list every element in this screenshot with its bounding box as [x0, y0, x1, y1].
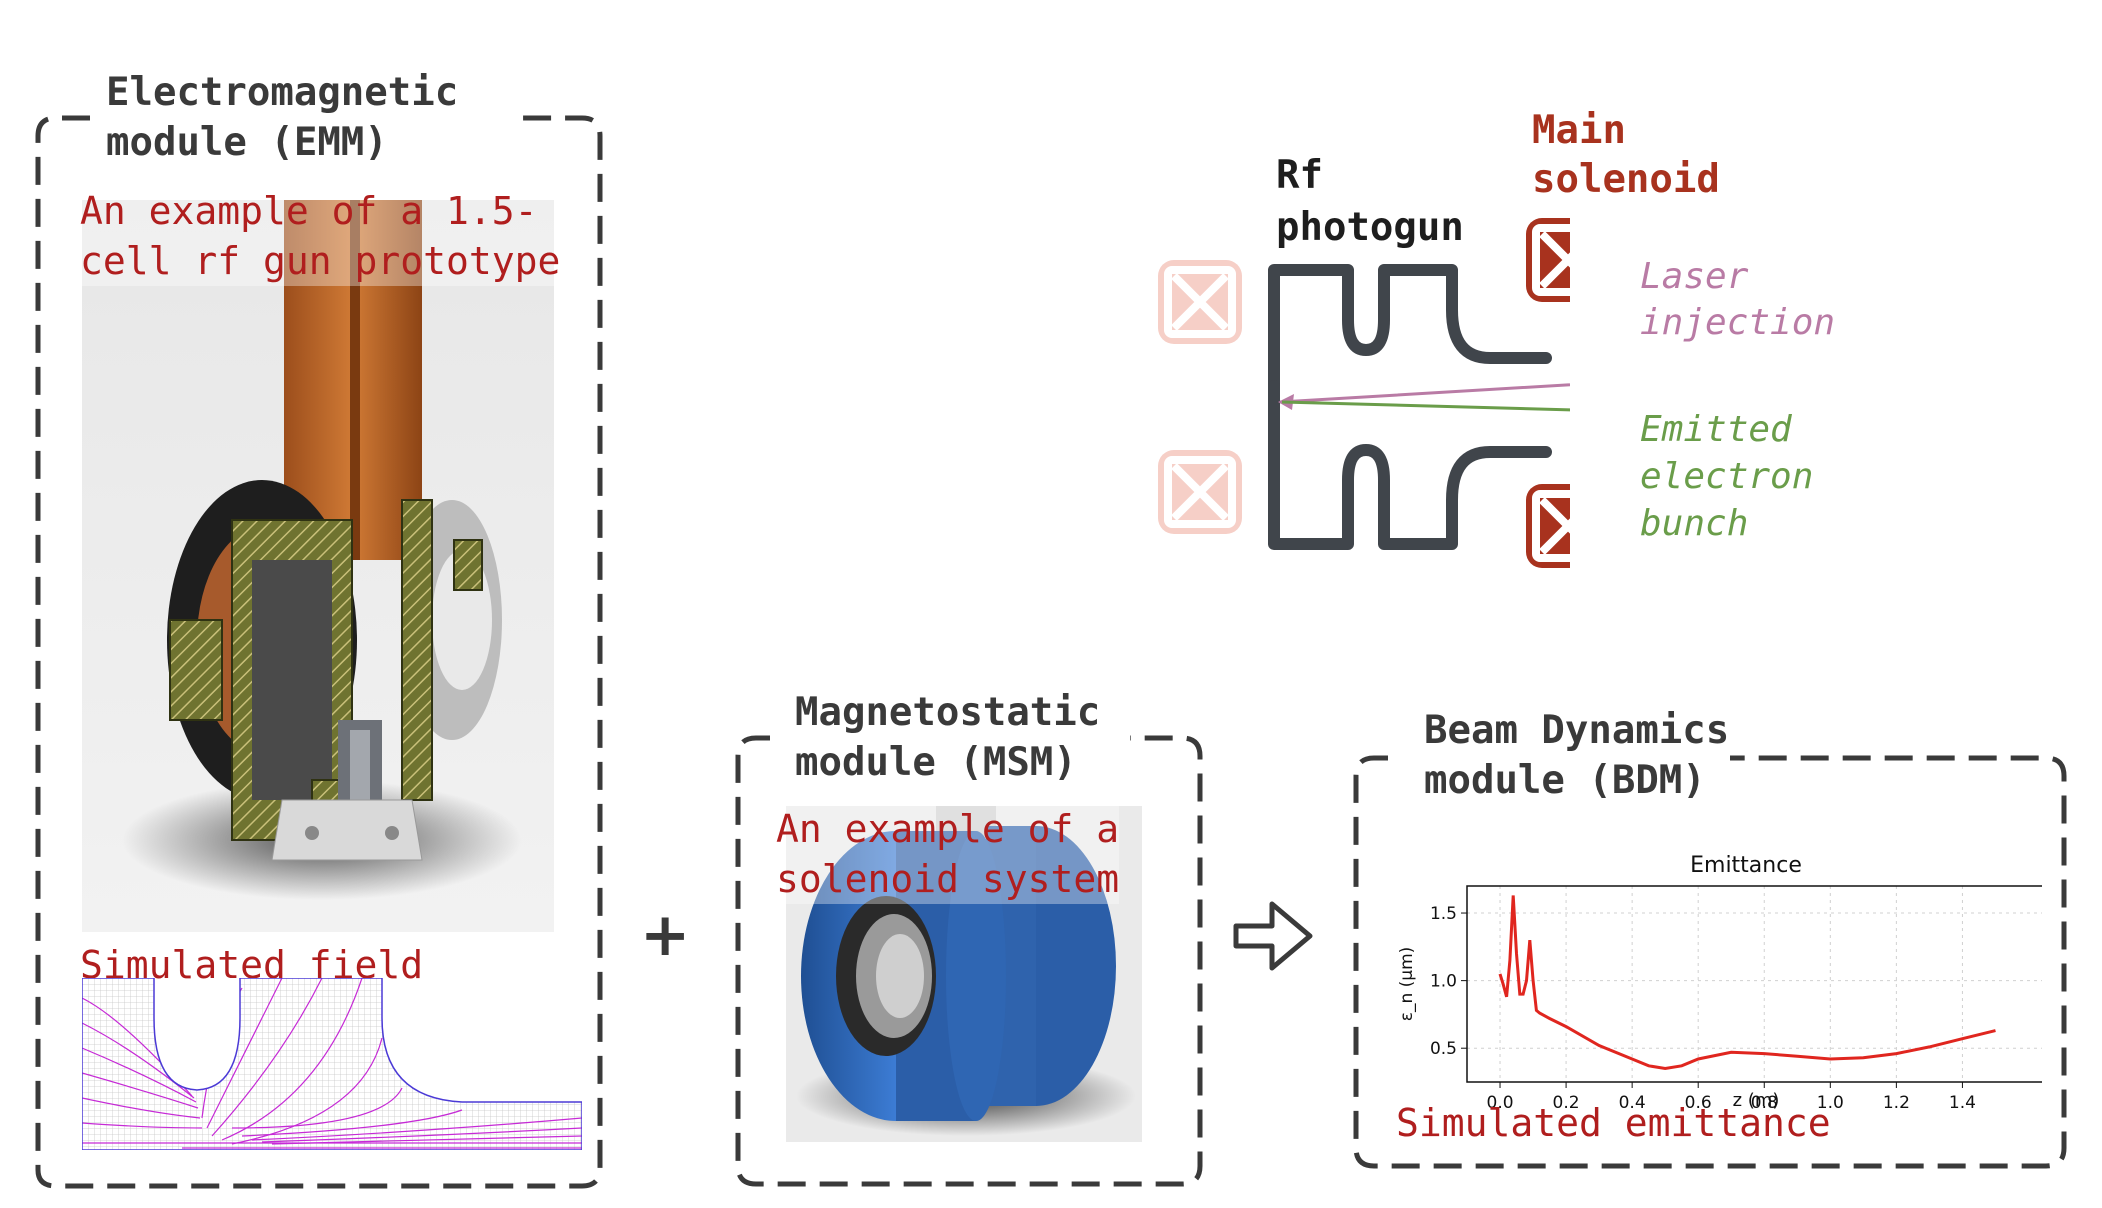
- bunch-path: [1281, 400, 1570, 412]
- chart-x-tick-label: 0.2: [1553, 1093, 1580, 1110]
- emm-frame: [35, 115, 603, 1189]
- plus-sign: +: [640, 900, 691, 970]
- bdm-title: Beam Dynamics module (BDM): [1424, 708, 1730, 803]
- chart-grid: [1467, 886, 2042, 1082]
- emittance-chart: Emittance 0.5 1.0 1.5 0.0 0.2 0.4 0.6 0.8 1.0 1.…: [1397, 853, 2042, 1110]
- chart-y-axis-label: ε_n (μm): [1397, 947, 1417, 1022]
- gun-cavity-bottom: [1268, 380, 1552, 550]
- chart-y-ticks: 0.5 1.0 1.5: [1430, 904, 1467, 1059]
- chart-y-tick-label: 0.5: [1430, 1039, 1457, 1059]
- laser-injection-label: Laser injection: [1640, 256, 1836, 343]
- chart-x-ticks: 0.0 0.2 0.4 0.6 0.8 1.0 1.2 1.4: [1487, 1082, 1976, 1110]
- chart-x-tick-label: 0.0: [1487, 1093, 1514, 1110]
- bucking-coil-top-icon: [1158, 260, 1242, 344]
- emitted-bunch-label: Emitted electron bunch: [1640, 409, 1814, 544]
- bdm-emittance-label: Simulated emittance: [1396, 1101, 1831, 1145]
- emm-example-label: An example of a 1.5- cell rf gun prototy…: [80, 186, 561, 286]
- chart-x-tick-label: 0.6: [1685, 1093, 1712, 1110]
- main-solenoid-label: Main solenoid: [1532, 108, 1720, 202]
- rf-photogun-label: Rf photogun: [1276, 153, 1464, 250]
- chart-x-tick-label: 0.4: [1619, 1093, 1646, 1110]
- chart-title: Emittance: [1690, 853, 1802, 878]
- chart-x-tick-label: 1.4: [1949, 1093, 1976, 1110]
- chart-plot-area: [1466, 885, 2042, 1083]
- solenoid-system-image: [786, 806, 1142, 1142]
- arrow-icon: [1233, 901, 1313, 971]
- main-solenoid-bottom-icon: [1526, 484, 1570, 568]
- chart-x-axis-label: z (m): [1733, 1090, 1780, 1110]
- rf-photogun-schematic: [1158, 218, 1570, 568]
- bdm-frame: [1353, 755, 2067, 1169]
- laser-path: [1279, 383, 1570, 404]
- msm-example-label: An example of a solenoid system: [776, 804, 1120, 904]
- msm-frame: [735, 735, 1203, 1187]
- emm-field-label: Simulated field: [80, 943, 424, 987]
- chart-y-tick-label: 1.0: [1430, 972, 1457, 992]
- chart-x-tick-label: 1.0: [1817, 1093, 1844, 1110]
- bucking-coil-bottom-icon: [1158, 450, 1242, 534]
- gun-cavity-top: [1268, 264, 1552, 392]
- chart-x-tick-label: 1.2: [1883, 1093, 1910, 1110]
- chart-x-tick-label: 0.8: [1751, 1093, 1778, 1110]
- emm-title: Electromagnetic module (EMM): [106, 70, 459, 165]
- emittance-series-line: [1498, 895, 1996, 1071]
- chart-y-tick-label: 1.5: [1430, 904, 1457, 924]
- msm-title: Magnetostatic module (MSM): [795, 690, 1101, 785]
- main-solenoid-top-icon: [1526, 218, 1570, 302]
- rf-gun-prototype-image: [82, 200, 554, 932]
- simulated-field-image: [82, 978, 582, 1150]
